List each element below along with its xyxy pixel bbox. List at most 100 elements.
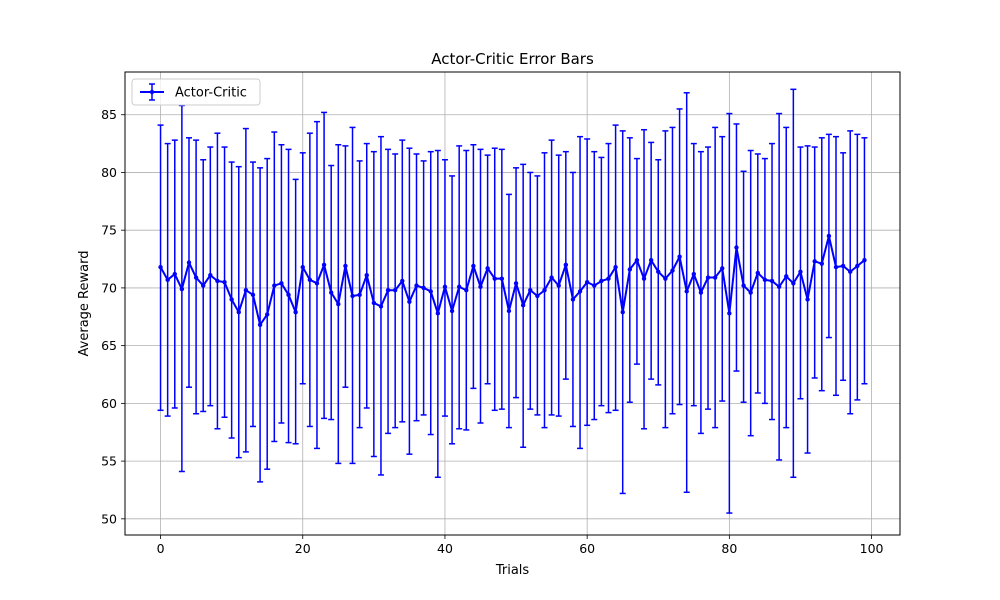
data-point	[634, 258, 640, 263]
data-point	[613, 264, 618, 270]
y-tick-label: 80	[101, 165, 117, 180]
data-point	[833, 264, 839, 270]
data-point	[620, 309, 625, 315]
data-point	[208, 273, 213, 278]
data-point	[250, 292, 256, 298]
data-point	[691, 271, 697, 277]
data-point	[272, 283, 277, 288]
data-point	[201, 283, 206, 288]
data-point	[328, 290, 334, 295]
data-point	[449, 308, 455, 314]
data-point	[506, 308, 512, 314]
chart-title: Actor-Critic Error Bars	[431, 50, 594, 68]
y-tick-label: 60	[101, 396, 117, 411]
data-point	[840, 263, 846, 269]
data-point	[805, 297, 810, 302]
data-point	[336, 301, 341, 307]
data-point	[357, 292, 362, 298]
x-tick-label: 80	[721, 541, 737, 556]
data-point	[648, 258, 654, 263]
y-tick-label: 65	[101, 338, 117, 353]
data-point	[407, 299, 412, 304]
data-point	[172, 271, 177, 277]
data-point	[791, 281, 796, 286]
data-point	[677, 254, 682, 259]
data-point	[748, 290, 753, 295]
series-line	[159, 235, 866, 328]
data-point	[343, 263, 348, 269]
data-point	[492, 276, 497, 281]
data-point	[563, 262, 569, 268]
data-point	[165, 277, 170, 283]
data-point	[570, 297, 576, 302]
y-tick-label: 70	[101, 280, 117, 295]
x-tick-label: 100	[860, 541, 884, 556]
data-point	[535, 293, 540, 299]
data-point	[606, 276, 611, 281]
data-point	[378, 304, 384, 309]
data-point	[855, 263, 860, 269]
data-point	[428, 289, 433, 294]
x-axis-label: Trials	[495, 563, 530, 578]
data-point	[314, 281, 320, 286]
legend-point	[149, 89, 155, 95]
data-point	[720, 266, 725, 271]
data-point	[179, 286, 185, 292]
data-point	[698, 290, 704, 295]
data-point	[769, 278, 775, 284]
data-point	[528, 288, 533, 293]
x-tick-label: 40	[437, 541, 453, 556]
data-point	[627, 267, 633, 272]
data-point	[499, 276, 505, 281]
legend: Actor-Critic	[131, 78, 261, 106]
x-axis: 0 20 40 60 80 100	[157, 535, 884, 556]
legend-label: Actor-Critic	[175, 86, 247, 101]
data-point	[862, 258, 867, 263]
data-point	[215, 278, 220, 284]
data-point	[350, 293, 355, 299]
data-point	[734, 245, 739, 250]
data-point	[705, 275, 711, 280]
data-point	[286, 292, 291, 298]
data-point	[243, 288, 249, 293]
data-point	[670, 268, 675, 273]
data-point	[400, 278, 405, 284]
x-tick-label: 20	[295, 541, 311, 556]
data-point	[663, 276, 668, 281]
data-point	[471, 263, 476, 269]
data-point	[222, 279, 227, 285]
data-point	[513, 281, 519, 286]
data-point	[265, 312, 270, 317]
data-point	[414, 283, 419, 288]
data-point	[421, 285, 426, 291]
series-points	[158, 233, 867, 328]
x-tick-label: 60	[579, 541, 595, 556]
data-point	[485, 266, 490, 271]
data-point	[819, 261, 824, 266]
data-point	[186, 260, 192, 265]
data-point	[520, 303, 526, 308]
plot-frame	[124, 71, 901, 536]
data-point	[812, 259, 817, 264]
data-point	[158, 264, 163, 270]
data-point	[257, 322, 263, 328]
data-point	[741, 283, 746, 288]
data-point	[229, 297, 234, 302]
y-tick-label: 55	[101, 454, 117, 469]
x-tick-label: 0	[157, 541, 165, 556]
data-point	[279, 281, 284, 286]
legend-box	[131, 78, 261, 106]
y-tick-label: 50	[101, 511, 117, 526]
data-point	[826, 233, 832, 239]
data-point	[364, 273, 369, 278]
legend-marker	[140, 83, 164, 101]
data-point	[641, 276, 647, 281]
data-point	[848, 269, 853, 274]
data-point	[478, 284, 483, 289]
data-point	[755, 270, 760, 276]
data-point	[656, 269, 661, 274]
data-point	[293, 309, 298, 315]
y-tick-label: 75	[101, 223, 117, 238]
data-point	[599, 278, 604, 284]
